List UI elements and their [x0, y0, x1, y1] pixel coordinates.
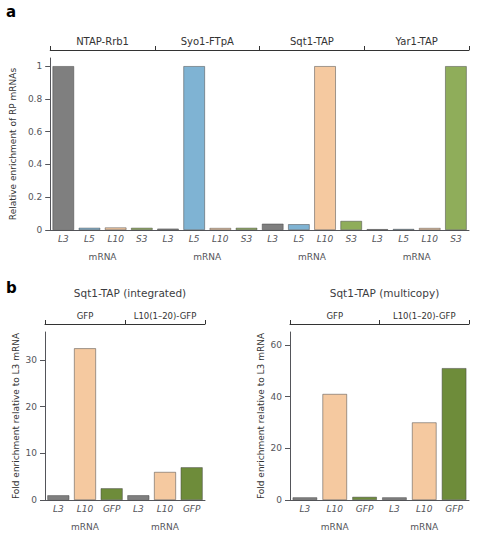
- svg-text:mRNA: mRNA: [71, 522, 100, 532]
- svg-text:L5: L5: [398, 234, 409, 244]
- svg-text:Sqt1-TAP (multicopy): Sqt1-TAP (multicopy): [330, 287, 440, 299]
- svg-text:0: 0: [276, 495, 282, 505]
- svg-text:L10(1–20)-GFP: L10(1–20)-GFP: [393, 311, 456, 321]
- svg-text:S3: S3: [450, 234, 462, 244]
- svg-text:Yar1-TAP: Yar1-TAP: [395, 36, 438, 47]
- svg-text:L10: L10: [77, 504, 94, 514]
- svg-text:L3: L3: [372, 234, 383, 244]
- svg-text:L10: L10: [212, 234, 229, 244]
- svg-text:Sqt1-TAP: Sqt1-TAP: [290, 36, 334, 47]
- svg-text:GFP: GFP: [356, 504, 374, 514]
- svg-text:mRNA: mRNA: [89, 252, 118, 262]
- svg-text:a: a: [6, 3, 16, 21]
- svg-text:mRNA: mRNA: [403, 252, 432, 262]
- svg-text:0.4: 0.4: [28, 159, 43, 169]
- svg-text:S3: S3: [136, 234, 148, 244]
- svg-text:b: b: [6, 279, 17, 297]
- svg-text:mRNA: mRNA: [151, 522, 180, 532]
- svg-text:L10: L10: [107, 234, 124, 244]
- svg-text:GFP: GFP: [103, 504, 121, 514]
- svg-text:GFP: GFP: [445, 504, 463, 514]
- svg-text:L3: L3: [163, 234, 174, 244]
- svg-text:L5: L5: [189, 234, 200, 244]
- svg-text:L5: L5: [293, 234, 304, 244]
- svg-text:Fold enrichment relative to L3: Fold enrichment relative to L3 mRNA: [256, 332, 266, 499]
- svg-text:mRNA: mRNA: [321, 522, 350, 532]
- svg-text:L10: L10: [317, 234, 334, 244]
- svg-text:S3: S3: [241, 234, 253, 244]
- svg-text:40: 40: [271, 392, 283, 402]
- svg-text:60: 60: [271, 340, 283, 350]
- svg-text:L5: L5: [84, 234, 95, 244]
- svg-text:20: 20: [26, 402, 38, 412]
- svg-text:30: 30: [26, 355, 38, 365]
- svg-text:GFP: GFP: [77, 311, 94, 321]
- svg-text:Relative enrichment of RP mRNA: Relative enrichment of RP mRNAs: [8, 68, 18, 221]
- svg-text:L10: L10: [327, 504, 344, 514]
- svg-text:0: 0: [31, 495, 37, 505]
- svg-text:L10: L10: [157, 504, 174, 514]
- svg-text:L10(1–20)-GFP: L10(1–20)-GFP: [134, 311, 197, 321]
- svg-text:0.2: 0.2: [28, 192, 42, 202]
- svg-text:mRNA: mRNA: [298, 252, 327, 262]
- svg-text:10: 10: [26, 448, 38, 458]
- svg-text:0.6: 0.6: [28, 127, 43, 137]
- svg-text:L3: L3: [53, 504, 64, 514]
- svg-text:0.8: 0.8: [28, 94, 43, 104]
- svg-text:L3: L3: [133, 504, 144, 514]
- svg-text:1: 1: [36, 61, 42, 71]
- svg-text:20: 20: [271, 443, 283, 453]
- svg-text:NTAP-Rrb1: NTAP-Rrb1: [76, 36, 129, 47]
- svg-text:mRNA: mRNA: [410, 522, 439, 532]
- svg-text:Fold enrichment relative to L3: Fold enrichment relative to L3 mRNA: [11, 332, 21, 499]
- svg-text:GFP: GFP: [183, 504, 201, 514]
- svg-text:L3: L3: [300, 504, 311, 514]
- svg-text:L3: L3: [389, 504, 400, 514]
- svg-text:L3: L3: [58, 234, 69, 244]
- svg-text:0: 0: [36, 225, 42, 235]
- svg-text:GFP: GFP: [326, 311, 343, 321]
- svg-text:L10: L10: [422, 234, 439, 244]
- svg-text:L10: L10: [416, 504, 433, 514]
- svg-text:mRNA: mRNA: [193, 252, 222, 262]
- svg-text:Sqt1-TAP (integrated): Sqt1-TAP (integrated): [74, 287, 186, 299]
- svg-text:Syo1-FTpA: Syo1-FTpA: [181, 36, 234, 47]
- svg-text:L3: L3: [267, 234, 278, 244]
- svg-text:S3: S3: [345, 234, 357, 244]
